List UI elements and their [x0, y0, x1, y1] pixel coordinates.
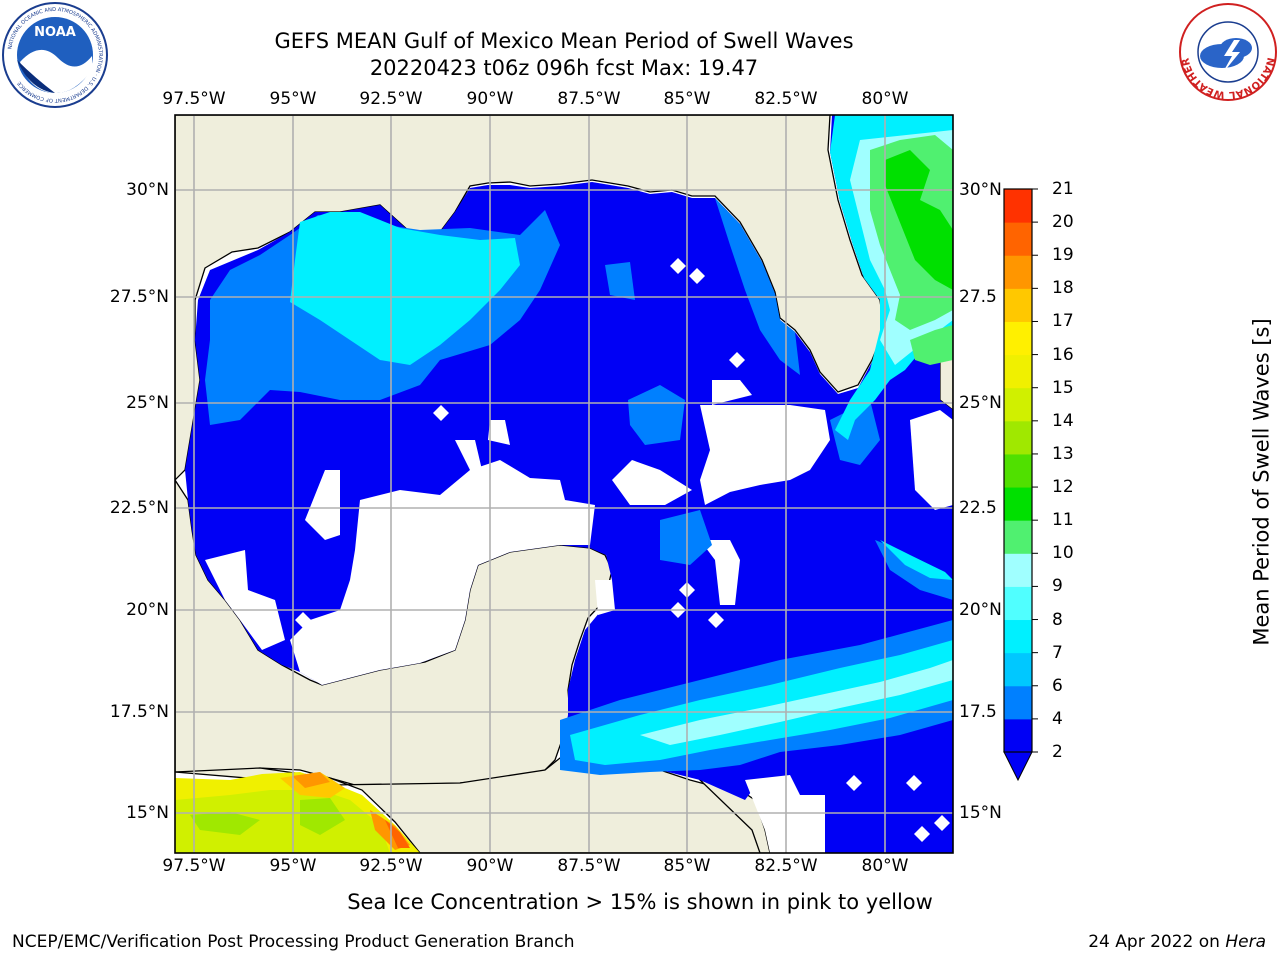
- colorbar-segment: [1004, 685, 1032, 720]
- chart-subtitle: 20220423 t06z 096h fcst Max: 19.47: [369, 56, 759, 80]
- colorbar-segment: [1004, 387, 1032, 422]
- lat-tick-left: 22.5°N: [109, 498, 169, 518]
- lon-tick-top: 97.5°W: [162, 89, 226, 109]
- colorbar: [1003, 188, 1038, 782]
- lon-tick-bottom: 85°W: [663, 856, 711, 876]
- lon-tick-bottom: 95°W: [269, 856, 317, 876]
- lon-tick-bottom: 97.5°W: [162, 856, 226, 876]
- lon-tick-top: 82.5°W: [754, 89, 818, 109]
- colorbar-tick-label: 8: [1052, 609, 1063, 630]
- colorbar-segment: [1004, 288, 1032, 322]
- colorbar-segment: [1004, 453, 1032, 488]
- colorbar-tick-label: 15: [1052, 377, 1074, 398]
- lon-tick-bottom: 80°W: [861, 856, 909, 876]
- colorbar-tick-label: 17: [1052, 311, 1074, 332]
- lon-tick-bottom: 90°W: [466, 856, 514, 876]
- colorbar-segment: [1004, 420, 1032, 455]
- undefined-west: [290, 460, 595, 685]
- colorbar-extend-triangle: [1003, 751, 1033, 782]
- footer-host: Hera: [1225, 932, 1266, 952]
- colorbar-tick-label: 2: [1052, 742, 1063, 762]
- lon-tick-top: 95°W: [269, 89, 317, 109]
- lat-tick-left: 20°N: [126, 600, 169, 620]
- colorbar-label: Mean Period of Swell Waves [s]: [1249, 318, 1274, 646]
- colorbar-tick-label: 16: [1052, 344, 1074, 365]
- lat-tick-right: 25°N: [959, 393, 1002, 413]
- lon-tick-top: 85°W: [663, 89, 711, 109]
- lat-tick-left: 17.5°N: [109, 702, 169, 722]
- svg-text:NATIONAL WEATHER SERVICE: NATIONAL WEATHER SERVICE: [0, 0, 1276, 100]
- colorbar-segment: [1004, 487, 1032, 521]
- lat-tick-right: 30°N: [959, 180, 1002, 200]
- lon-tick-top: 90°W: [466, 89, 514, 109]
- lon-tick-bottom: 87.5°W: [557, 856, 621, 876]
- colorbar-segment: [1004, 321, 1032, 356]
- colorbar-tick-label: 21: [1052, 179, 1074, 199]
- map-gridlines: [175, 115, 953, 853]
- colorbar-segment: [1004, 586, 1032, 621]
- footer-date-text: 24 Apr 2022 on: [1088, 932, 1226, 952]
- colorbar-segment: [1004, 222, 1032, 256]
- lat-tick-right: 15°N: [959, 803, 1002, 823]
- lat-tick-right: 20°N: [959, 600, 1002, 620]
- footer-credit: NCEP/EMC/Verification Post Processing Pr…: [12, 932, 575, 952]
- colorbar-tick-label: 9: [1052, 576, 1063, 597]
- chart-title: GEFS MEAN Gulf of Mexico Mean Period of …: [274, 29, 854, 53]
- footer-date: 24 Apr 2022 on Hera: [1088, 932, 1266, 952]
- colorbar-tick-label: 12: [1052, 477, 1074, 498]
- colorbar-tick-label: 11: [1052, 510, 1074, 531]
- colorbar-segment: [1004, 619, 1032, 654]
- lat-tick-right: 22.5: [959, 498, 997, 518]
- lat-tick-left: 30°N: [126, 180, 169, 200]
- field-6-7s: [290, 212, 520, 365]
- lon-tick-top: 87.5°W: [557, 89, 621, 109]
- undefined-yucatan-channel: [700, 405, 830, 505]
- colorbar-tick-label: 10: [1052, 543, 1074, 564]
- lon-tick-bottom: 82.5°W: [754, 856, 818, 876]
- colorbar-segment: [1004, 652, 1032, 687]
- colorbar-tick-label: 7: [1052, 642, 1063, 663]
- noaa-logo: NOAA NATIONAL OCEANIC AND ATMOSPHERIC AD…: [2, 2, 108, 108]
- colorbar-tick-label: 20: [1052, 212, 1074, 233]
- lat-tick-left: 25°N: [126, 393, 169, 413]
- colorbar-tick-label: 6: [1052, 675, 1063, 696]
- colorbar-segment: [1004, 553, 1032, 587]
- lat-tick-left: 27.5°N: [109, 287, 169, 307]
- lat-tick-right: 17.5: [959, 702, 997, 722]
- nws-logo: NATIONAL WEATHER SERVICE: [0, 0, 1277, 101]
- colorbar-segment: [1004, 255, 1032, 289]
- lat-tick-right: 27.5: [959, 287, 997, 307]
- map-frame: [174, 114, 954, 854]
- lon-tick-top: 92.5°W: [359, 89, 423, 109]
- colorbar-segment: [1004, 520, 1032, 554]
- svg-text:NOAA: NOAA: [34, 25, 76, 40]
- colorbar-tick-label: 13: [1052, 443, 1074, 464]
- map-area: [175, 115, 953, 853]
- colorbar-tick-label: 19: [1052, 245, 1074, 266]
- colorbar-segment: [1004, 354, 1032, 389]
- lon-tick-bottom: 92.5°W: [359, 856, 423, 876]
- colorbar-tick-label: 4: [1052, 708, 1063, 729]
- colorbar-segment: [1004, 718, 1032, 753]
- lat-tick-left: 15°N: [126, 803, 169, 823]
- lon-tick-top: 80°W: [861, 89, 909, 109]
- colorbar-tick-label: 18: [1052, 278, 1074, 299]
- colorbar-segment: [1004, 189, 1032, 223]
- caption: Sea Ice Concentration > 15% is shown in …: [347, 890, 933, 914]
- colorbar-tick-label: 14: [1052, 410, 1074, 431]
